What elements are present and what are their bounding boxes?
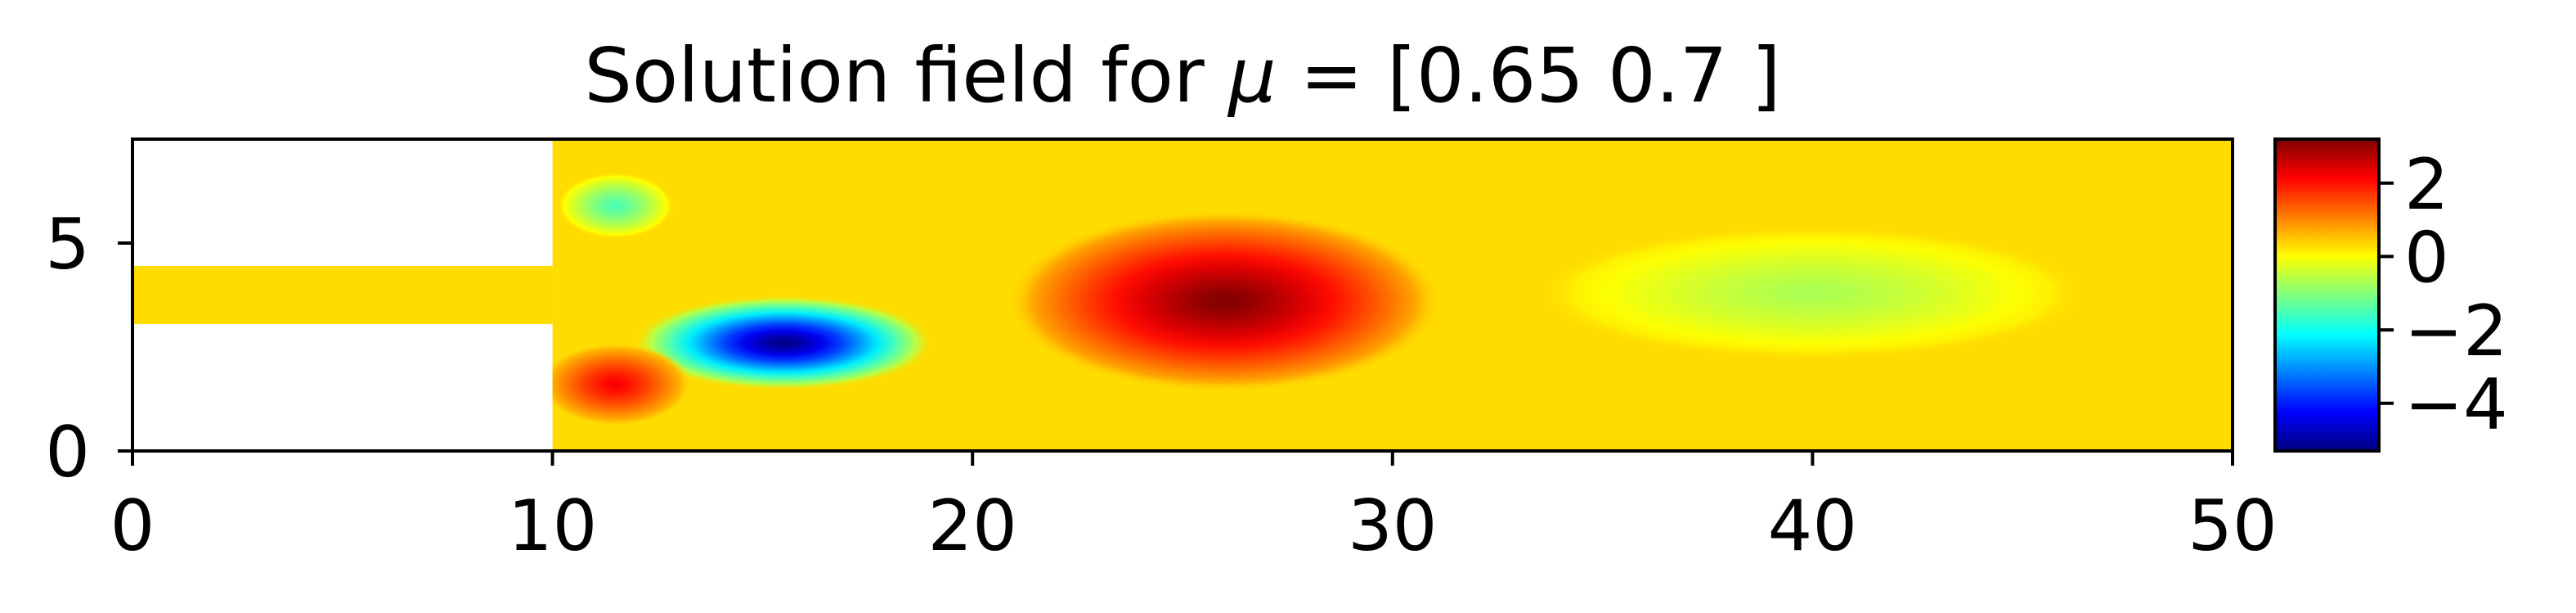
colorbar-tick-label: −4 [2404,364,2508,446]
x-tick-label: 20 [927,485,1016,567]
colorbar-gradient [2275,139,2379,451]
field-features [552,172,2086,426]
field-feature-weak-negative-wake [1539,226,2086,360]
axes-frame [131,137,2234,453]
y-tick-label: 5 [45,204,90,286]
colorbar-frame [2273,137,2381,453]
x-tick-label: 40 [1768,485,1857,567]
y-tick-label: 0 [45,412,90,494]
solution-field [132,139,2233,451]
field-feature-negative-vortex [632,295,935,391]
x-tick-label: 50 [2188,485,2277,567]
x-tick-label: 30 [1348,485,1437,567]
colorbar-ticks: 20−2−4 [2379,144,2508,446]
field-feature-positive-vortex-near-step [552,342,692,426]
x-tick-label: 0 [110,485,155,567]
y-axis: 05 [45,204,132,494]
colorbar: 20−2−4 [2273,137,2508,453]
field-feature-small-negative-region-top [556,172,675,239]
plot-area [132,139,2233,451]
colorbar-tick-label: −2 [2404,291,2508,372]
x-axis: 0 10 20 30 40 50 [110,451,2278,567]
field-feature-positive-vortex-center [1006,210,1443,393]
colorbar-tick-label: 2 [2404,144,2449,226]
x-tick-label: 10 [508,485,597,567]
colorbar-tick-label: 0 [2404,217,2449,299]
inlet-channel-field [132,265,553,325]
chart-title: Solution field for μ = [0.65 0.7 ] [584,32,1780,119]
